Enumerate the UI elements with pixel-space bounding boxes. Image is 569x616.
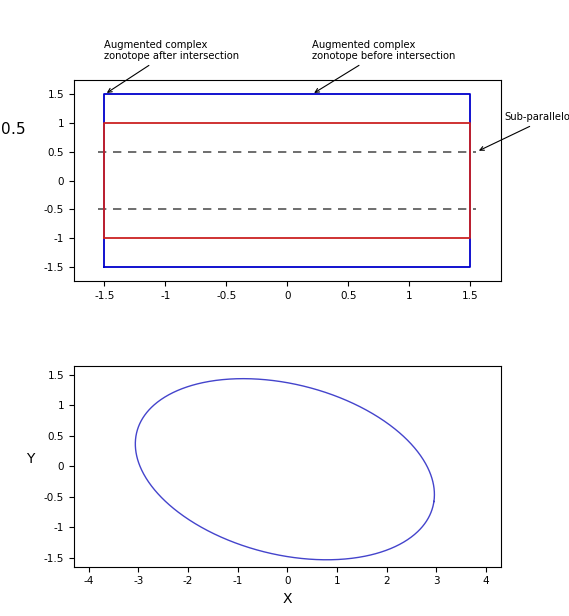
X-axis label: X: X bbox=[283, 592, 292, 606]
Text: Augmented complex
zonotope before intersection: Augmented complex zonotope before inters… bbox=[312, 39, 455, 92]
Text: Sub-parallelotope: Sub-parallelotope bbox=[480, 113, 569, 150]
Y-axis label: Y: Y bbox=[26, 452, 34, 466]
Text: $= 0.5$: $= 0.5$ bbox=[0, 121, 25, 137]
Text: Augmented complex
zonotope after intersection: Augmented complex zonotope after interse… bbox=[105, 39, 240, 92]
